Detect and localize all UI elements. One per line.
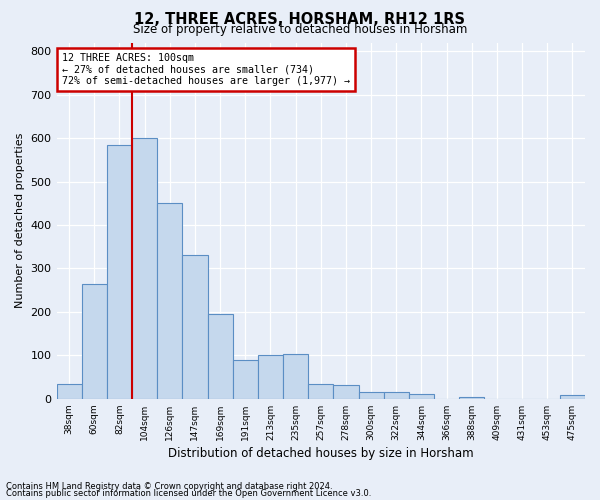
Y-axis label: Number of detached properties: Number of detached properties bbox=[15, 133, 25, 308]
Bar bbox=[258, 356, 283, 399]
Text: 12, THREE ACRES, HORSHAM, RH12 1RS: 12, THREE ACRES, HORSHAM, RH12 1RS bbox=[134, 12, 466, 28]
Text: Contains public sector information licensed under the Open Government Licence v3: Contains public sector information licen… bbox=[6, 490, 371, 498]
Bar bbox=[182, 256, 208, 399]
Bar bbox=[383, 392, 409, 399]
Bar bbox=[56, 384, 82, 399]
Bar bbox=[308, 384, 334, 399]
Bar bbox=[459, 396, 484, 399]
Bar bbox=[359, 392, 383, 399]
Bar bbox=[409, 394, 434, 399]
Bar bbox=[82, 284, 107, 399]
Text: 12 THREE ACRES: 100sqm
← 27% of detached houses are smaller (734)
72% of semi-de: 12 THREE ACRES: 100sqm ← 27% of detached… bbox=[62, 53, 350, 86]
Bar bbox=[107, 144, 132, 399]
Bar bbox=[157, 204, 182, 399]
Bar bbox=[334, 385, 359, 399]
Bar bbox=[233, 360, 258, 399]
Bar bbox=[208, 314, 233, 399]
Bar bbox=[560, 396, 585, 399]
Bar bbox=[132, 138, 157, 399]
Text: Contains HM Land Registry data © Crown copyright and database right 2024.: Contains HM Land Registry data © Crown c… bbox=[6, 482, 332, 491]
Text: Size of property relative to detached houses in Horsham: Size of property relative to detached ho… bbox=[133, 22, 467, 36]
Bar bbox=[283, 354, 308, 399]
X-axis label: Distribution of detached houses by size in Horsham: Distribution of detached houses by size … bbox=[168, 447, 473, 460]
